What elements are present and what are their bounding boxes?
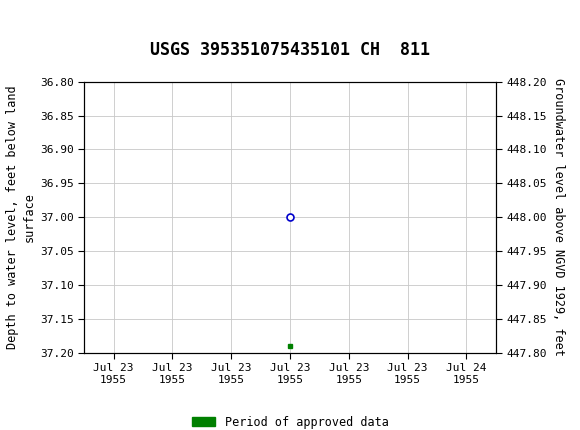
Legend: Period of approved data: Period of approved data	[187, 411, 393, 430]
Y-axis label: Depth to water level, feet below land
surface: Depth to water level, feet below land su…	[6, 85, 36, 349]
Text: USGS: USGS	[36, 9, 100, 29]
Text: USGS 395351075435101 CH  811: USGS 395351075435101 CH 811	[150, 41, 430, 59]
Y-axis label: Groundwater level above NGVD 1929, feet: Groundwater level above NGVD 1929, feet	[552, 78, 566, 356]
